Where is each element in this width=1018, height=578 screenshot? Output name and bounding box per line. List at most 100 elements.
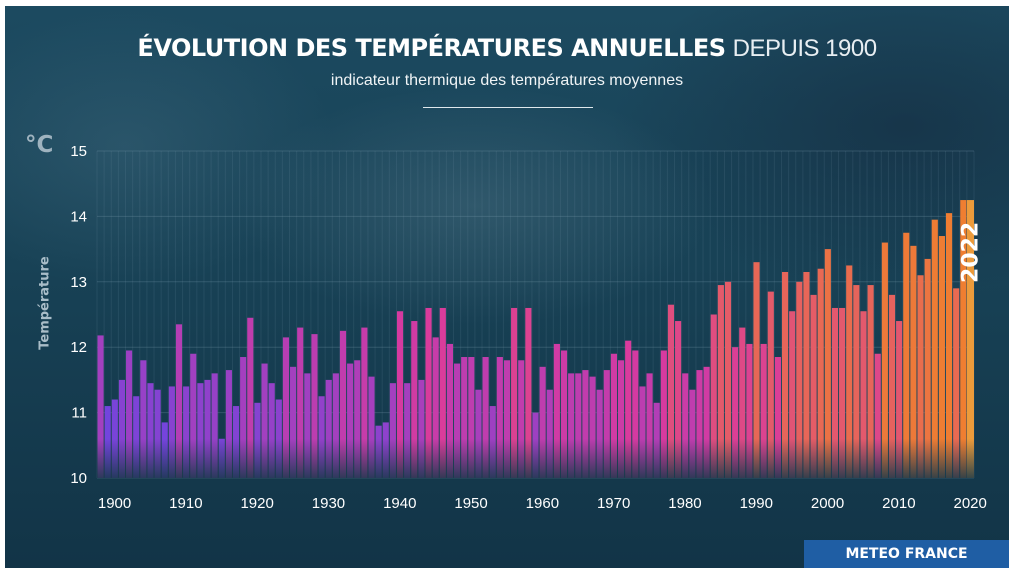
bar <box>126 350 133 478</box>
bar <box>225 370 232 478</box>
x-tick-label: 1940 <box>383 495 416 512</box>
bar <box>760 343 767 478</box>
bar <box>439 307 446 478</box>
bar <box>475 389 482 478</box>
bar <box>204 379 211 478</box>
y-tick-label: 13 <box>70 274 87 291</box>
bar <box>739 327 746 478</box>
x-tick-label: 1930 <box>312 495 345 512</box>
bar <box>610 353 617 478</box>
bar <box>539 366 546 478</box>
x-ticks: 1900 1910 1920 1930 1940 1950 1960 1970 1980 1990… <box>98 495 987 512</box>
bar <box>753 262 760 478</box>
bar <box>924 258 931 478</box>
bar <box>396 311 404 478</box>
bar <box>603 370 610 478</box>
bar <box>945 213 953 478</box>
bar-highlight <box>966 200 974 479</box>
bar <box>154 389 161 478</box>
x-tick-label: 1910 <box>169 495 202 512</box>
bar <box>268 383 275 478</box>
bar <box>781 271 789 478</box>
y-tick-label: 15 <box>70 143 87 160</box>
chart-title-main: ÉVOLUTION DES TEMPÉRATURES ANNUELLES <box>137 34 726 62</box>
bar <box>803 271 810 478</box>
bar <box>496 357 503 478</box>
y-tick-label: 14 <box>70 208 87 225</box>
bar <box>418 379 425 478</box>
bar <box>767 291 774 478</box>
bar <box>325 379 332 478</box>
bar <box>575 373 582 478</box>
unit-label: °C <box>25 132 54 158</box>
bar <box>446 343 454 478</box>
title-divider <box>423 107 593 108</box>
bar <box>867 285 874 478</box>
bar <box>817 268 824 478</box>
x-tick-label: 1920 <box>240 495 273 512</box>
bar <box>468 357 475 478</box>
bar <box>560 350 568 478</box>
bar <box>903 232 910 478</box>
bar <box>190 353 197 478</box>
bar <box>689 389 696 478</box>
bar <box>425 307 432 478</box>
chart-title-sub: DEPUIS 1900 <box>732 35 877 62</box>
bar <box>910 245 917 478</box>
bar <box>97 335 104 478</box>
bar <box>240 357 247 478</box>
bar <box>311 334 318 478</box>
bar <box>896 321 903 478</box>
bar <box>261 363 268 478</box>
bar <box>389 383 396 478</box>
x-tick-label: 1900 <box>98 495 131 512</box>
bar <box>404 383 411 478</box>
bar <box>354 360 361 478</box>
bar <box>646 373 653 478</box>
bar <box>332 373 339 478</box>
bar <box>732 347 739 478</box>
bar <box>432 337 439 478</box>
bar <box>482 357 489 478</box>
bar <box>596 389 603 478</box>
bar <box>568 373 575 478</box>
bar <box>211 373 218 478</box>
bar <box>789 311 796 478</box>
bar <box>589 376 596 478</box>
bar <box>339 330 347 478</box>
bar <box>953 288 960 478</box>
bar <box>931 219 938 479</box>
bar <box>290 366 297 478</box>
bar <box>282 337 290 478</box>
base-fade <box>97 438 974 478</box>
x-tick-label: 1990 <box>740 495 773 512</box>
meteo-france-logo: METEO FRANCE <box>804 540 1009 568</box>
y-ticks: 10 11 12 13 14 15 <box>70 143 87 487</box>
bar <box>846 265 853 478</box>
bar <box>710 314 717 478</box>
bar <box>717 285 724 478</box>
bar <box>525 307 532 478</box>
bar <box>617 360 625 478</box>
bar <box>639 386 646 478</box>
bar <box>318 396 325 478</box>
bar <box>461 357 468 478</box>
bar <box>881 242 888 478</box>
bar <box>860 311 867 478</box>
bar <box>724 281 732 478</box>
bar <box>147 383 154 478</box>
bar <box>503 360 511 478</box>
bar <box>938 236 945 478</box>
bar <box>118 379 126 478</box>
bar <box>454 363 461 478</box>
x-tick-label: 2010 <box>882 495 915 512</box>
bar <box>368 376 375 478</box>
bar <box>582 370 589 478</box>
bar <box>553 343 560 478</box>
bar <box>703 366 710 478</box>
chart-title: ÉVOLUTION DES TEMPÉRATURES ANNUELLES DEP… <box>5 34 1009 63</box>
bar <box>140 360 147 478</box>
bar <box>746 343 753 478</box>
highlight-year-label: 2022 <box>958 222 983 283</box>
x-tick-label: 1960 <box>526 495 559 512</box>
